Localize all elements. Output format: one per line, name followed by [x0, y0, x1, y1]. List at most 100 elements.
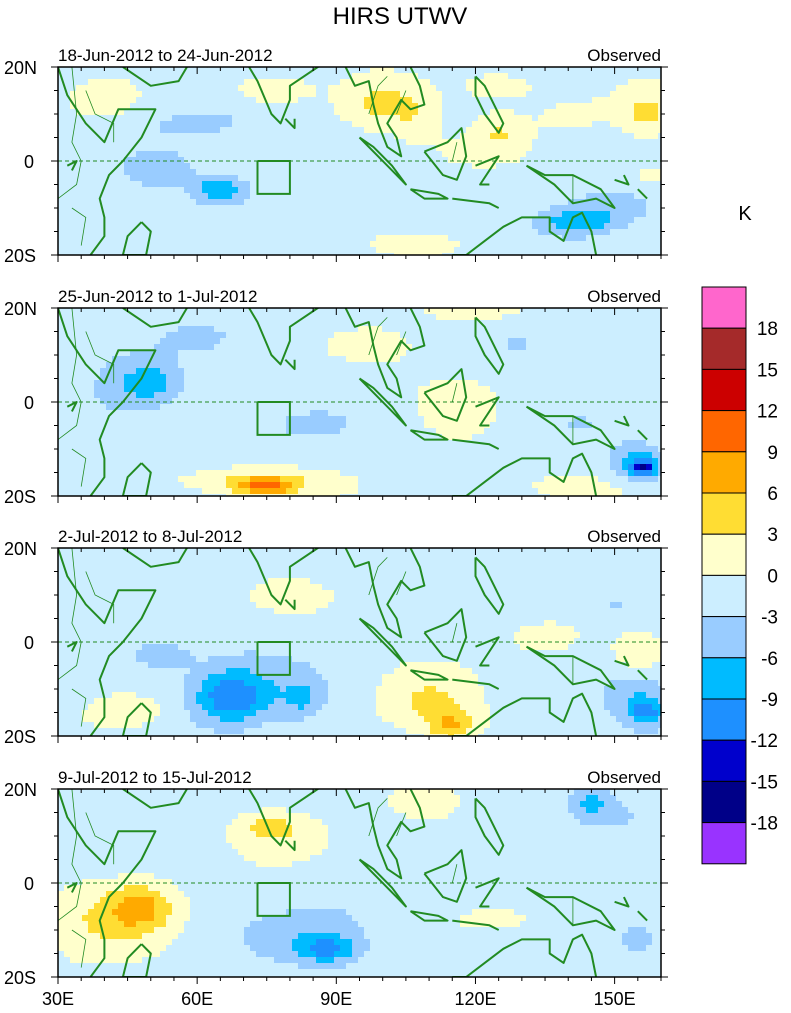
- lon-labels: 30E 60E 90E 120E 150E: [42, 989, 636, 1009]
- border-5: [451, 864, 458, 884]
- coastline-7: [452, 438, 500, 450]
- coastline-0: [58, 67, 157, 255]
- colorbar-label: 12: [757, 402, 778, 423]
- anomaly-field: [58, 308, 661, 496]
- border-4: [396, 812, 407, 837]
- coastline-13: [637, 669, 648, 681]
- coastline-7: [452, 678, 500, 690]
- panel-date-range: 9-Jul-2012 to 15-Jul-2012: [58, 768, 252, 787]
- panel-status: Observed: [587, 287, 661, 306]
- coastline-8: [423, 368, 468, 422]
- colorbar-swatch: [701, 533, 747, 576]
- region-box: [256, 641, 291, 676]
- region-box: [256, 882, 291, 917]
- coastline-14: [452, 211, 598, 255]
- colorbar-label: -6: [761, 649, 778, 670]
- border-5: [451, 383, 458, 403]
- border-3: [368, 557, 388, 596]
- coastline-4: [344, 67, 426, 158]
- coastline-14: [452, 452, 598, 496]
- coastline-10: [474, 556, 505, 615]
- coastline-11: [525, 886, 616, 931]
- coastline-3: [284, 358, 296, 371]
- lon-label: 30E: [42, 989, 74, 1009]
- lon-label: 60E: [181, 989, 213, 1009]
- chart-title: HIRS UTWV: [333, 3, 468, 30]
- map-panel-4: 20N 0 20S 9-Jul-2012 to 15-Jul-2012 Observed: [4, 768, 668, 988]
- border-5: [451, 142, 458, 162]
- coastline-2: [206, 67, 321, 125]
- colorbar-label: -12: [751, 731, 778, 752]
- axis-ticks: [51, 788, 668, 984]
- coastline-0: [58, 789, 157, 977]
- colorbar-swatch: [701, 410, 747, 453]
- border-2: [71, 207, 87, 246]
- coastline-4: [344, 789, 426, 880]
- coastline-0: [58, 308, 157, 496]
- lon-label: 90E: [320, 989, 352, 1009]
- coastline-16: [121, 221, 152, 255]
- border-2: [71, 688, 87, 727]
- coastline-13: [637, 910, 648, 922]
- lat-label: 20N: [4, 539, 37, 559]
- border-3: [368, 317, 388, 356]
- coastline-16: [121, 943, 152, 977]
- coastline-5: [358, 377, 407, 427]
- border-0: [58, 308, 82, 440]
- coastline-11: [525, 405, 616, 450]
- colorbar-swatch: [701, 739, 747, 782]
- coastline-2: [206, 548, 321, 606]
- region-box: [256, 401, 291, 436]
- coastline-7: [452, 197, 500, 209]
- lat-label: 0: [24, 874, 34, 894]
- lat-label: 20S: [4, 968, 36, 988]
- map-panel-2: 20N 0 20S 25-Jun-2012 to 1-Jul-2012 Observed: [4, 287, 668, 507]
- axis-ticks: [51, 547, 668, 743]
- map-panels: 20N 0 20S 18-Jun-2012 to 24-Jun-2012 Observe…: [4, 46, 668, 988]
- axis-ticks: [51, 66, 668, 262]
- colorbar-swatch: [701, 327, 747, 370]
- anomaly-field: [58, 67, 661, 255]
- lat-label: 0: [24, 152, 34, 172]
- coastline-6: [409, 910, 449, 922]
- coastline-5: [358, 617, 407, 667]
- coastline-1: [122, 67, 189, 87]
- coastline-8: [423, 849, 468, 903]
- map-panel-3: 20N 0 20S 2-Jul-2012 to 8-Jul-2012 Observed: [4, 527, 668, 747]
- coastline-2: [206, 789, 321, 847]
- coastline-10: [474, 75, 505, 134]
- border-0: [58, 67, 82, 199]
- coastline-5: [358, 858, 407, 908]
- coastlines: [58, 789, 648, 977]
- colorbar-label: -18: [751, 814, 778, 835]
- coastline-10: [474, 797, 505, 856]
- coastline-2: [206, 308, 321, 366]
- colorbar-swatch: [701, 698, 747, 741]
- coastline-0: [58, 548, 157, 736]
- lon-label: 150E: [594, 989, 636, 1009]
- coastline-14: [452, 933, 598, 977]
- panel-date-range: 25-Jun-2012 to 1-Jul-2012: [58, 287, 257, 306]
- lon-label: 120E: [454, 989, 496, 1009]
- anomaly-field: [58, 548, 661, 736]
- colorbar-swatch: [701, 286, 747, 329]
- coastline-15: [66, 882, 78, 893]
- coastline-3: [284, 839, 296, 852]
- coastline-11: [525, 164, 616, 209]
- lat-label: 20N: [4, 780, 37, 800]
- colorbar-swatch: [701, 574, 747, 618]
- colorbar-label: 9: [767, 443, 778, 464]
- colorbar-label: -9: [761, 690, 778, 711]
- coastline-12: [614, 174, 630, 186]
- coastline-5: [358, 136, 407, 186]
- panel-date-range: 2-Jul-2012 to 8-Jul-2012: [58, 527, 242, 546]
- coastline-11: [525, 645, 616, 690]
- lat-label: 0: [24, 633, 34, 653]
- colorbar-swatch: [701, 368, 747, 412]
- colorbar-unit-label: K: [738, 203, 752, 225]
- border-1: [85, 90, 115, 143]
- coastline-8: [423, 608, 468, 662]
- coastline-14: [452, 692, 598, 736]
- colorbar-label: 0: [767, 566, 778, 587]
